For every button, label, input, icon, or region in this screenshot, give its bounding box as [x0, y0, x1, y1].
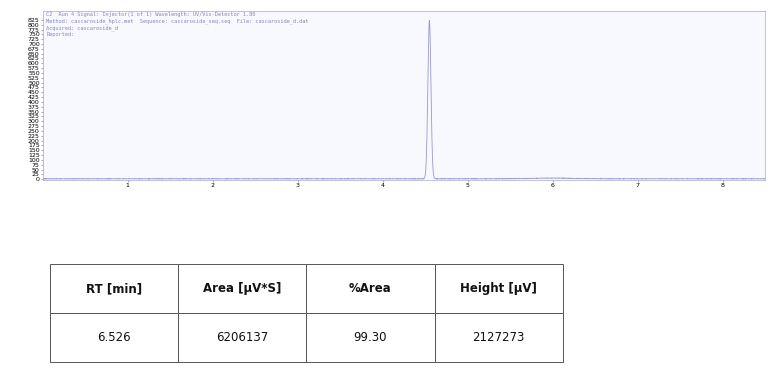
Text: Height [μV]: Height [μV] — [460, 282, 537, 295]
Text: %Area: %Area — [349, 282, 392, 295]
Bar — [434, 264, 563, 313]
Bar — [178, 313, 306, 362]
Text: 6.526: 6.526 — [97, 331, 131, 344]
Bar — [306, 313, 434, 362]
Text: RT [min]: RT [min] — [86, 282, 142, 295]
Bar — [49, 264, 178, 313]
Text: 99.30: 99.30 — [354, 331, 387, 344]
Text: C2  Run 4 Signal: Injector(1 of 1) Wavelength: UV/Vis-Detector 1.80
Method: casc: C2 Run 4 Signal: Injector(1 of 1) Wavele… — [46, 12, 308, 37]
Bar — [49, 313, 178, 362]
Bar — [178, 264, 306, 313]
Bar — [434, 313, 563, 362]
Text: Area [μV*S]: Area [μV*S] — [203, 282, 281, 295]
Text: 6206137: 6206137 — [216, 331, 268, 344]
Bar — [306, 264, 434, 313]
Text: 2127273: 2127273 — [472, 331, 525, 344]
